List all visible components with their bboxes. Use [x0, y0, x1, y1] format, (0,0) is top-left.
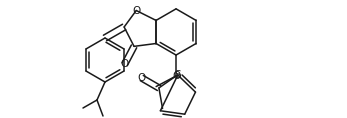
Text: O: O — [120, 59, 129, 69]
Text: O: O — [138, 73, 146, 83]
Text: O: O — [172, 71, 180, 81]
Text: S: S — [175, 70, 181, 80]
Text: O: O — [132, 6, 141, 15]
